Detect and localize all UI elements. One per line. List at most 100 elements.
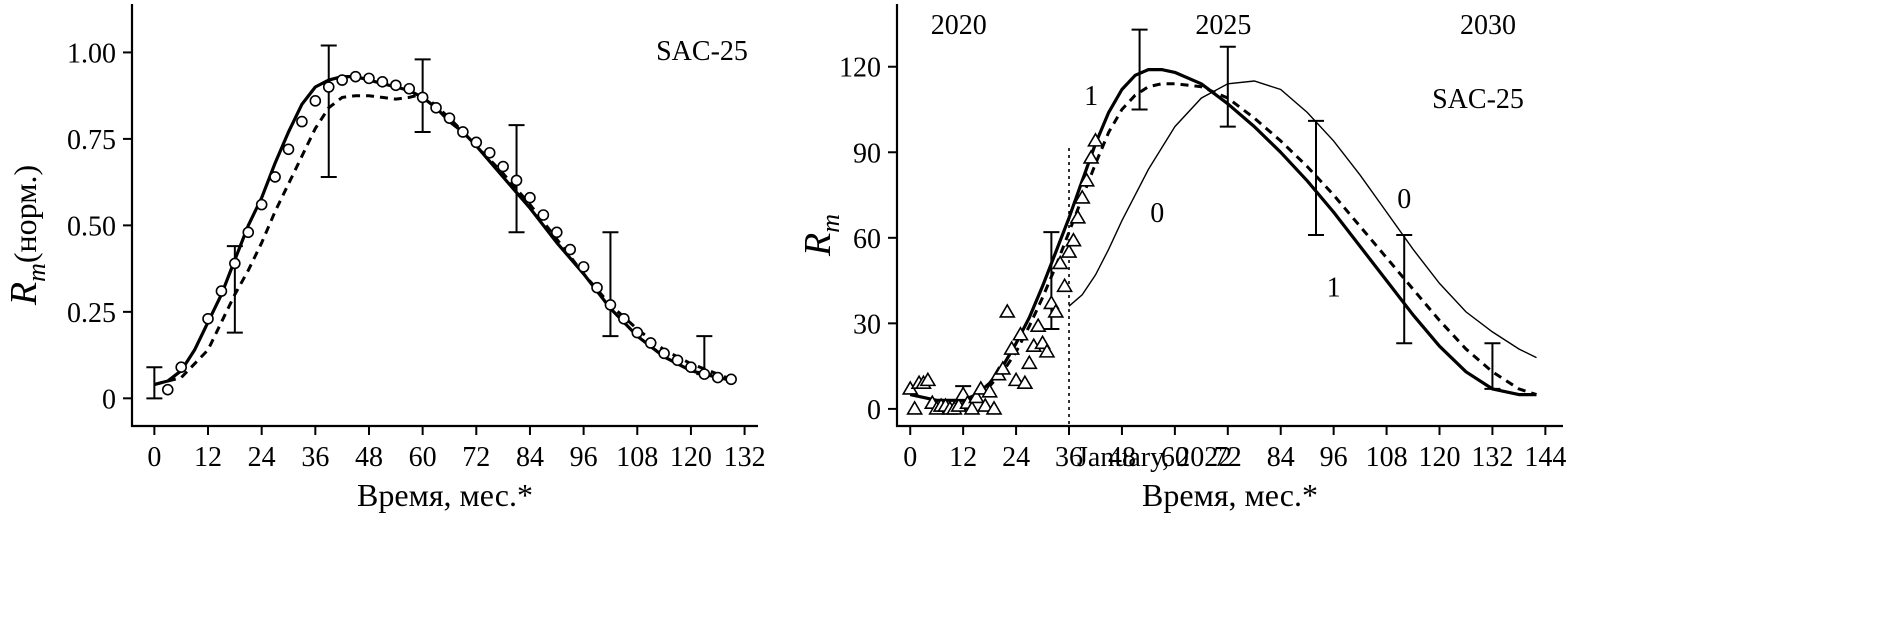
axis-frame [895, 4, 1563, 428]
data-point [604, 299, 617, 311]
x-tick-label: 48 [1108, 442, 1136, 473]
error-bar [1484, 342, 1501, 390]
year-label: 2025 [1195, 10, 1251, 41]
x-tick-label: 108 [1366, 442, 1408, 473]
x-tick-label: 72 [462, 442, 490, 473]
data-point [229, 257, 241, 270]
data-point [269, 171, 281, 183]
data-point [242, 226, 255, 239]
year-label: 2020 [931, 10, 987, 41]
y-axis-label-sub: m [22, 263, 51, 282]
data-point [976, 397, 994, 412]
axis-frame [130, 4, 758, 428]
chart-panel-1: 0 12 24 36 48 60 72 84 96 108 120 132 0 0.25 0.50 0.75 1… [3, 4, 766, 513]
y-axis-label-unit: (норм.) [7, 165, 43, 263]
curve-label: 0 [1397, 184, 1411, 215]
curve-label: 1 [1084, 81, 1098, 112]
data-point [537, 209, 550, 221]
data-point [282, 143, 295, 156]
data-point [1087, 132, 1104, 147]
data-point [618, 312, 630, 325]
data-point [497, 160, 509, 173]
data-point [998, 303, 1016, 318]
data-point [1003, 340, 1021, 355]
data-point [1078, 172, 1096, 187]
data-point [685, 361, 697, 373]
data-point [577, 261, 590, 273]
year-label: 2030 [1460, 10, 1516, 41]
x-tick-label: 120 [1419, 442, 1461, 473]
data-point [1060, 243, 1078, 258]
data-point [1047, 303, 1065, 318]
y-tick-label: 120 [839, 53, 881, 84]
chart-panel-2: 0 12 24 36 48 60 72 84 96 108 120 132 144 0 30 60 90 120 В… [797, 4, 1566, 513]
data-point [972, 380, 990, 395]
x-tick-label: 60 [1161, 442, 1189, 473]
x-axis-label: Время, мес.* [357, 477, 533, 513]
y-axis-label-sub: m [816, 214, 845, 233]
x-tick-label: 0 [903, 442, 917, 473]
data-point [985, 400, 1003, 415]
data-point [1012, 326, 1029, 341]
data-point [711, 371, 724, 384]
data-point [963, 400, 981, 415]
data-point [161, 383, 174, 396]
x-tick-label: 108 [616, 442, 658, 473]
data-point [175, 361, 187, 373]
error-bar [146, 366, 163, 400]
x-tick-label: 36 [301, 442, 329, 473]
x-tick-label: 144 [1524, 442, 1566, 473]
data-point [1065, 232, 1082, 247]
error-bar [320, 44, 337, 178]
series-annotation: SAC-25 [1432, 84, 1524, 115]
y-axis-label: Rm(норм.) [3, 165, 51, 306]
error-bar [1396, 233, 1413, 345]
data-point [202, 312, 214, 325]
data-point [644, 337, 657, 349]
data-point [255, 198, 268, 211]
data-point [443, 112, 456, 124]
data-point [981, 383, 999, 398]
data-point [919, 371, 937, 387]
y-tick-label: 0.25 [67, 298, 116, 329]
data-point [403, 82, 416, 95]
y-tick-label: 30 [853, 309, 881, 340]
data-point [906, 400, 924, 415]
data-point [591, 281, 603, 294]
x-tick-label: 96 [1320, 442, 1348, 473]
y-tick-label: 0.75 [67, 125, 116, 156]
error-bar [1131, 28, 1148, 111]
y-tick-label: 0 [102, 384, 116, 415]
data-point [658, 347, 670, 360]
y-tick-label: 1.00 [67, 38, 116, 69]
data-point [349, 70, 362, 83]
x-tick-label: 48 [355, 442, 383, 473]
y-axis-label: Rm [797, 214, 845, 257]
x-tick-label: 120 [670, 442, 712, 473]
data-point [470, 136, 483, 149]
x-tick-label: 84 [1267, 442, 1295, 473]
curve-label: 0 [1150, 198, 1164, 229]
data-point [671, 354, 684, 367]
data-point [376, 76, 389, 88]
data-point [322, 81, 335, 93]
data-point [1056, 277, 1073, 293]
x-tick-label: 12 [194, 442, 222, 473]
x-tick-label: 0 [147, 442, 161, 473]
y-tick-label: 60 [853, 224, 881, 255]
data-point [416, 91, 429, 104]
data-point [994, 360, 1012, 375]
y-tick-label: 0 [867, 395, 881, 426]
data-point [457, 126, 469, 138]
data-point [510, 174, 523, 187]
x-tick-label: 24 [1002, 442, 1030, 473]
x-tick-label: 132 [724, 442, 766, 473]
data-point [1051, 254, 1069, 270]
data-point [336, 74, 348, 86]
data-point [309, 95, 322, 107]
data-point [564, 243, 577, 256]
data-point [483, 146, 496, 159]
x-tick-label: 12 [949, 442, 977, 473]
data-point [725, 373, 737, 386]
